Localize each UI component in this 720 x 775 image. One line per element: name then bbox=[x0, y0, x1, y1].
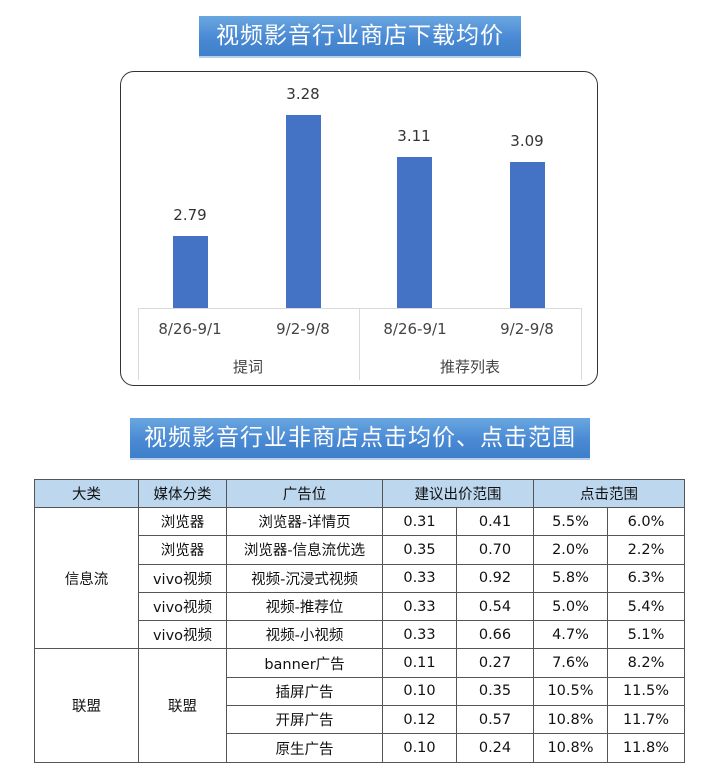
click-max-cell: 8.2% bbox=[607, 648, 685, 678]
bid-max-cell: 0.41 bbox=[456, 506, 534, 537]
bid-min-cell: 0.33 bbox=[382, 620, 457, 650]
table-row: 开屏广告 0.12 0.57 10.8% 11.7% bbox=[35, 705, 685, 735]
bar-value-label: 2.79 bbox=[173, 206, 207, 224]
bid-min-cell: 0.35 bbox=[382, 535, 457, 565]
axis-divider-left bbox=[138, 308, 139, 380]
bar-value-label: 3.09 bbox=[510, 132, 544, 150]
click-min-cell: 5.0% bbox=[533, 591, 608, 622]
bid-min-cell: 0.12 bbox=[382, 705, 457, 735]
bar bbox=[286, 115, 321, 308]
ad-slot-cell: 视频-小视频 bbox=[226, 620, 383, 650]
click-max-cell: 6.0% bbox=[607, 506, 685, 537]
click-min-cell: 7.6% bbox=[533, 648, 608, 678]
header-click-range: 点击范围 bbox=[533, 479, 685, 508]
header-category: 大类 bbox=[34, 479, 139, 508]
bid-max-cell: 0.70 bbox=[456, 535, 534, 565]
header-ad-slot: 广告位 bbox=[226, 479, 383, 508]
ad-slot-cell: 视频-推荐位 bbox=[226, 591, 383, 622]
media-cell: vivo视频 bbox=[138, 591, 227, 622]
x-axis-line bbox=[138, 308, 582, 309]
bid-min-cell: 0.33 bbox=[382, 591, 457, 622]
x-group-label-tici: 提词 bbox=[232, 358, 263, 376]
axis-divider-right bbox=[581, 308, 582, 380]
table-row: 浏览器 浏览器-信息流优选 0.35 0.70 2.0% 2.2% bbox=[35, 535, 685, 565]
bid-min-cell: 0.10 bbox=[382, 676, 457, 707]
click-max-cell: 5.4% bbox=[607, 591, 685, 622]
category-cell: 联盟 bbox=[34, 648, 139, 763]
click-max-cell: 2.2% bbox=[607, 535, 685, 565]
bar bbox=[510, 162, 545, 308]
click-max-cell: 11.5% bbox=[607, 676, 685, 707]
bid-max-cell: 0.57 bbox=[456, 705, 534, 735]
bid-max-cell: 0.27 bbox=[456, 648, 534, 678]
click-max-cell: 5.1% bbox=[607, 620, 685, 650]
click-min-cell: 4.7% bbox=[533, 620, 608, 650]
x-tick-label: 8/26-9/1 bbox=[383, 320, 447, 338]
pricing-table: 大类 媒体分类 广告位 建议出价范围 点击范围 信息流 浏览器 浏览器-详情页 0.3… bbox=[34, 479, 685, 763]
x-tick-label: 8/26-9/1 bbox=[158, 320, 222, 338]
header-media: 媒体分类 bbox=[138, 479, 227, 508]
bid-max-cell: 0.66 bbox=[456, 620, 534, 650]
bid-min-cell: 0.31 bbox=[382, 506, 457, 537]
click-min-cell: 10.8% bbox=[533, 705, 608, 735]
bid-min-cell: 0.11 bbox=[382, 648, 457, 678]
ad-slot-cell: 浏览器-详情页 bbox=[226, 506, 383, 537]
table-header-row: 大类 媒体分类 广告位 建议出价范围 点击范围 bbox=[34, 479, 685, 508]
table-row: 插屏广告 0.10 0.35 10.5% 11.5% bbox=[35, 676, 685, 707]
bid-max-cell: 0.35 bbox=[456, 676, 534, 707]
click-min-cell: 2.0% bbox=[533, 535, 608, 565]
click-min-cell: 10.5% bbox=[533, 676, 608, 707]
click-max-cell: 6.3% bbox=[607, 563, 685, 593]
header-bid-range: 建议出价范围 bbox=[382, 479, 534, 508]
bar bbox=[173, 236, 208, 308]
media-cell: vivo视频 bbox=[138, 563, 227, 593]
ad-slot-cell: 浏览器-信息流优选 bbox=[226, 535, 383, 565]
axis-divider-middle bbox=[359, 308, 360, 380]
x-tick-label: 9/2-9/8 bbox=[500, 320, 554, 338]
table-title-banner: 视频影音行业非商店点击均价、点击范围 bbox=[130, 418, 590, 458]
click-min-cell: 5.8% bbox=[533, 563, 608, 593]
table-row: 联盟 联盟 banner广告 0.11 0.27 7.6% 8.2% bbox=[34, 648, 685, 763]
x-group-label-recommend: 推荐列表 bbox=[439, 358, 500, 376]
table-row: vivo视频 视频-推荐位 0.33 0.54 5.0% 5.4% bbox=[35, 591, 685, 622]
x-tick-label: 9/2-9/8 bbox=[276, 320, 330, 338]
chart-title-banner: 视频影音行业商店下载均价 bbox=[199, 16, 521, 56]
media-cell: 浏览器 bbox=[138, 535, 227, 565]
bar bbox=[397, 157, 432, 308]
click-min-cell: 5.5% bbox=[533, 506, 608, 537]
click-min-cell: 10.8% bbox=[533, 733, 608, 763]
bid-min-cell: 0.33 bbox=[382, 563, 457, 593]
bar-value-label: 3.11 bbox=[397, 127, 431, 145]
table-row: vivo视频 视频-小视频 0.33 0.66 4.7% 5.1% bbox=[35, 620, 685, 650]
bid-max-cell: 0.92 bbox=[456, 563, 534, 593]
bid-min-cell: 0.10 bbox=[382, 733, 457, 763]
media-cell: 联盟 bbox=[138, 648, 227, 763]
table-row: vivo视频 视频-沉浸式视频 0.33 0.92 5.8% 6.3% bbox=[35, 563, 685, 593]
ad-slot-cell: 插屏广告 bbox=[226, 676, 383, 707]
click-max-cell: 11.8% bbox=[607, 733, 685, 763]
table-row: 原生广告 0.10 0.24 10.8% 11.8% bbox=[35, 733, 685, 763]
bid-max-cell: 0.24 bbox=[456, 733, 534, 763]
category-cell: 信息流 bbox=[34, 506, 139, 650]
media-cell: vivo视频 bbox=[138, 620, 227, 650]
ad-slot-cell: banner广告 bbox=[226, 648, 383, 678]
ad-slot-cell: 原生广告 bbox=[226, 733, 383, 763]
bid-max-cell: 0.54 bbox=[456, 591, 534, 622]
table-row: 信息流 浏览器 浏览器-详情页 0.31 0.41 5.5% 6.0% bbox=[34, 506, 685, 650]
media-cell: 浏览器 bbox=[138, 506, 227, 537]
ad-slot-cell: 开屏广告 bbox=[226, 705, 383, 735]
bar-value-label: 3.28 bbox=[286, 85, 320, 103]
click-max-cell: 11.7% bbox=[607, 705, 685, 735]
ad-slot-cell: 视频-沉浸式视频 bbox=[226, 563, 383, 593]
